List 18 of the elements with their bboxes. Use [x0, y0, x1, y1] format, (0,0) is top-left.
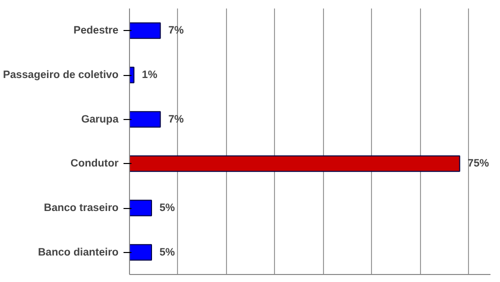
- data-label: 75%: [468, 158, 490, 170]
- y-tick-label: Banco traseiro: [44, 202, 119, 214]
- data-label: 5%: [160, 246, 176, 258]
- bar: [130, 244, 152, 261]
- bar: [130, 200, 152, 216]
- data-label: 7%: [168, 113, 184, 126]
- bar: [130, 155, 460, 172]
- y-tick-label: Garupa: [81, 113, 119, 126]
- bar: [130, 22, 161, 39]
- y-tick-label: Passageiro de coletivo: [3, 69, 119, 81]
- y-tick-label: Banco dianteiro: [38, 246, 119, 258]
- data-label: 5%: [160, 202, 176, 214]
- y-tick-label: Pedestre: [73, 24, 119, 37]
- bar: [130, 66, 134, 84]
- data-label: 1%: [142, 69, 158, 81]
- y-tick-label: Condutor: [70, 158, 119, 170]
- bar: [130, 111, 161, 128]
- data-label: 7%: [168, 24, 184, 37]
